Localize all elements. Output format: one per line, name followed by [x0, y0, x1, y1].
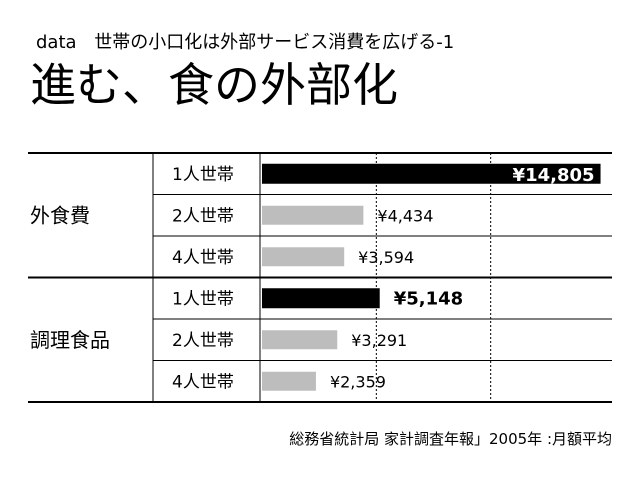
bar	[262, 247, 345, 267]
group-label-0: 外食費	[30, 203, 90, 227]
bar	[262, 330, 338, 350]
value-label: ¥2,359	[330, 372, 386, 391]
bar	[262, 288, 380, 309]
chart-header: data 世帯の小口化は外部サービス消費を広げる-1	[36, 28, 454, 54]
row-label: 2人世帯	[172, 331, 234, 351]
value-label: ¥5,148	[394, 288, 463, 309]
source-note: 総務省統計局 家計調査年報」2005年 :月額平均	[289, 430, 612, 448]
bar	[262, 205, 364, 225]
value-label: ¥3,594	[358, 248, 414, 267]
row-label: 4人世帯	[172, 248, 234, 268]
value-label: ¥3,291	[351, 331, 407, 350]
data-tag: data	[36, 32, 77, 53]
value-label: ¥14,805	[513, 165, 595, 186]
chart-subtitle: 世帯の小口化は外部サービス消費を広げる-1	[94, 32, 455, 53]
row-label: 2人世帯	[172, 206, 234, 226]
group-label-1: 調理食品	[30, 328, 110, 352]
bar	[262, 163, 601, 184]
chart-title: 進む、食の外部化	[30, 58, 398, 112]
row-label: 4人世帯	[172, 372, 234, 392]
row-label: 1人世帯	[172, 289, 234, 309]
value-label: ¥4,434	[377, 206, 433, 225]
row-label: 1人世帯	[172, 165, 234, 185]
bar	[262, 371, 316, 391]
